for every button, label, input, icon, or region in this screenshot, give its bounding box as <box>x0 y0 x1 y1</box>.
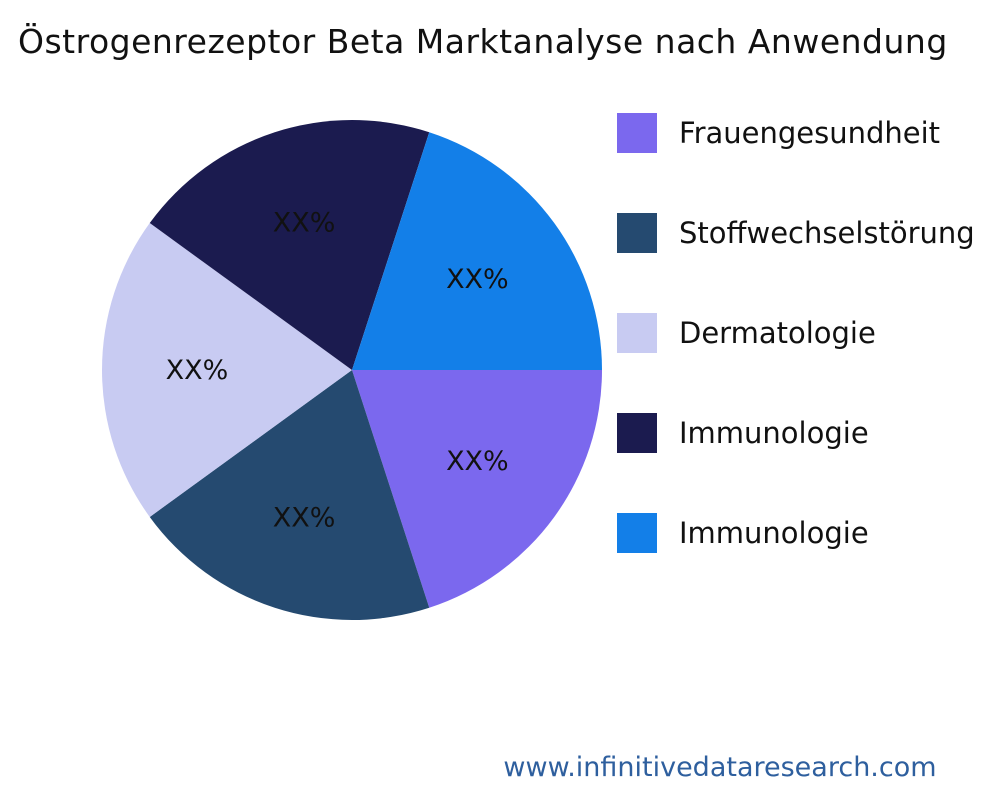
legend-item-1: Stoffwechselstörung <box>617 213 975 253</box>
legend-item-3: Immunologie <box>617 413 975 453</box>
legend-swatch-icon <box>617 513 657 553</box>
pie-slice-value-label: XX% <box>166 355 229 386</box>
pie-slice-value-label: XX% <box>273 502 336 533</box>
pie-slice-value-label: XX% <box>446 446 509 477</box>
legend-item-4: Immunologie <box>617 513 975 553</box>
legend: Frauengesundheit Stoffwechselstörung Derma… <box>617 113 975 553</box>
legend-label: Immunologie <box>679 416 869 450</box>
legend-swatch-icon <box>617 313 657 353</box>
pie-slice-4 <box>352 132 602 370</box>
legend-item-2: Dermatologie <box>617 313 975 353</box>
legend-item-0: Frauengesundheit <box>617 113 975 153</box>
legend-label: Dermatologie <box>679 316 876 350</box>
footer-link[interactable]: www.infinitivedataresearch.com <box>503 752 937 783</box>
legend-swatch-icon <box>617 413 657 453</box>
pie-slice-2 <box>102 223 352 517</box>
legend-swatch-icon <box>617 113 657 153</box>
pie-slice-1 <box>149 370 430 620</box>
pie-slice-value-label: XX% <box>446 264 509 295</box>
legend-label: Stoffwechselstörung <box>679 216 975 250</box>
pie-slice-0 <box>352 370 602 608</box>
legend-label: Frauengesundheit <box>679 116 941 150</box>
pie-slice-value-label: XX% <box>273 208 336 239</box>
legend-swatch-icon <box>617 213 657 253</box>
legend-label: Immunologie <box>679 516 869 550</box>
page-title: Östrogenrezeptor Beta Marktanalyse nach … <box>18 22 948 61</box>
pie-slice-3 <box>149 120 430 370</box>
